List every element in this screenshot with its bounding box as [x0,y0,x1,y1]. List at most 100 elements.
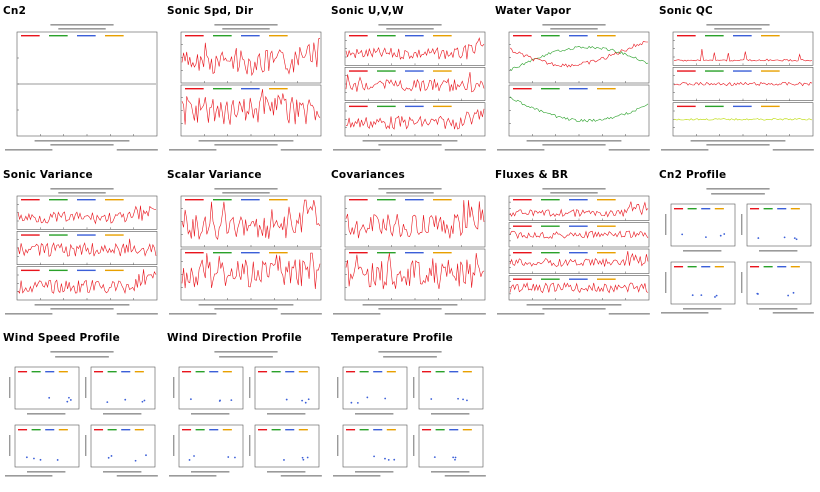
thumbnail-image-sonic-spd-dir [169,24,322,151]
thumbnail-link-cn2-profile[interactable] [659,184,817,316]
data-trace [181,89,321,125]
legend-swatch [346,371,356,373]
thumbnail-image-temperature-profile [333,351,486,477]
data-trace [345,72,485,93]
footer-text [280,313,322,315]
data-trace [509,45,649,71]
legend-swatch [31,371,41,373]
plot-header-text [58,192,106,194]
legend-swatch [269,252,288,254]
thumbnail-link-sonic-uvw[interactable] [331,20,489,152]
legend-swatch [298,371,308,373]
legend-swatch [94,429,104,431]
legend-swatch [569,252,588,254]
legend-swatch [213,88,232,90]
legend-swatch [513,88,532,90]
axis-label-text [759,308,798,310]
legend-swatch [241,88,260,90]
thumbnail-image-cn2 [5,24,158,151]
plot-header-text [50,24,114,26]
cell-title-fluxes-br: Fluxes & BR [495,169,569,181]
axis-label-text [103,471,142,473]
legend-swatch [435,429,445,431]
legend-swatch [513,199,532,201]
thumbnail-link-scalar-variance[interactable] [167,184,325,316]
thumbnail-image-sonic-variance [5,188,158,315]
legend-swatch [77,35,96,37]
legend-swatch [359,429,369,431]
thumbnail-link-temperature-profile[interactable] [331,347,489,479]
axis-time-text [542,144,606,146]
axis-time-text [198,304,294,306]
plot-panel [16,231,158,265]
legend-swatch [359,371,369,373]
legend-swatch [58,429,68,431]
legend-swatch [241,35,260,37]
plot-panel [672,102,814,137]
thumbnail-link-cn2[interactable] [3,20,161,152]
data-trace [345,253,485,290]
data-trace [673,81,813,87]
thumbnail-link-water-vapor[interactable] [495,20,653,152]
plot-header-text [222,192,270,194]
legend-swatch [433,199,452,201]
legend-swatch [733,105,752,108]
data-point [189,398,192,401]
thumbnail-image-sonic-uvw [333,24,486,151]
thumbnail-image-water-vapor [497,24,650,151]
legend-swatch [597,88,616,90]
legend-swatch [790,208,800,210]
legend-swatch [271,371,281,373]
data-point [56,459,59,461]
legend-swatch [31,429,41,431]
thumbnail-image-fluxes-br [497,188,650,315]
cell-covariances: Covariances [331,168,489,315]
plot-header-text [50,351,114,353]
thumbnail-link-sonic-variance[interactable] [3,184,161,316]
legend-swatch [705,105,724,108]
footer-text [116,475,158,477]
plot-panel [508,84,650,137]
data-trace [17,269,157,295]
legend-swatch [513,225,532,227]
legend-swatch [285,371,295,373]
legend-swatch [18,429,28,431]
legend-swatch [182,429,192,431]
footer-text [5,313,53,315]
data-trace [673,118,813,121]
footer-text [608,149,650,151]
legend-swatch [405,105,424,108]
legend-swatch [687,266,697,268]
axis-time-text [526,304,622,306]
profile-panel [14,424,80,468]
legend-swatch [209,429,219,431]
legend-swatch [349,35,368,37]
legend-swatch [405,199,424,201]
axis-time-text [706,144,770,146]
data-point [39,458,42,461]
legend-swatch [513,278,532,280]
thumbnail-link-covariances[interactable] [331,184,489,316]
plot-header-text [711,193,765,195]
axis-label-text [103,413,142,415]
axis-label-text [355,413,394,415]
data-trace [181,199,321,241]
data-trace [17,205,157,225]
thumbnail-link-wind-direction-profile[interactable] [167,347,325,479]
data-point [787,294,790,297]
thumbnail-link-wind-speed-profile[interactable] [3,347,161,479]
legend-swatch [134,429,144,431]
thumbnail-link-sonic-qc[interactable] [659,20,817,152]
axis-label-text [431,413,470,415]
data-point [366,396,369,399]
legend-swatch [49,35,68,37]
thumbnail-link-sonic-spd-dir[interactable] [167,20,325,152]
legend-swatch [258,429,268,431]
cell-title-covariances: Covariances [331,169,405,181]
thumbnail-link-fluxes-br[interactable] [495,184,653,316]
data-point [393,458,396,461]
plot-header-text [222,28,270,30]
legend-swatch [733,70,752,72]
legend-swatch [435,371,445,373]
data-point [304,401,307,404]
